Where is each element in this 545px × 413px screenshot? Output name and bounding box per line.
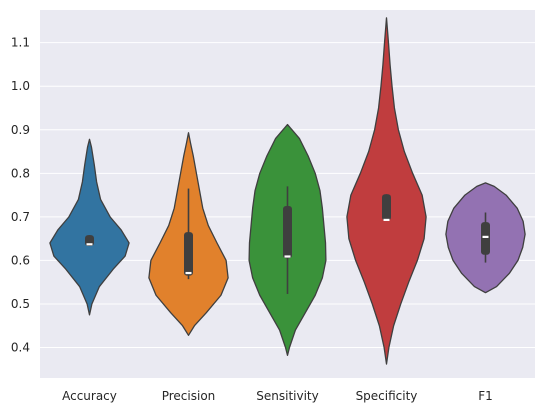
y-tick-label: 0.5	[11, 297, 30, 311]
x-tick-label: Sensitivity	[256, 389, 318, 403]
violin-body	[346, 17, 427, 365]
y-tick-label: 0.6	[11, 253, 30, 267]
y-tick-label: 1.0	[11, 79, 30, 93]
violin-body	[49, 138, 130, 316]
y-tick-label: 0.7	[11, 210, 30, 224]
violins	[49, 17, 526, 365]
y-tick-label: 0.8	[11, 166, 30, 180]
iqr-box	[184, 232, 193, 276]
iqr-box	[481, 222, 490, 255]
x-axis-ticks: Accuracy Precision Sensitivity Specificity F…	[62, 389, 493, 403]
iqr-box	[382, 194, 391, 221]
x-tick-label: Accuracy	[62, 389, 117, 403]
x-tick-label: Specificity	[356, 389, 418, 403]
y-axis-ticks: 0.4 0.5 0.6 0.7 0.8 0.9 1.0 1.1	[11, 36, 30, 355]
x-tick-label: Precision	[162, 389, 216, 403]
y-tick-label: 0.4	[11, 341, 30, 355]
iqr-box	[283, 205, 292, 259]
y-tick-label: 1.1	[11, 36, 30, 50]
y-tick-label: 0.9	[11, 123, 30, 137]
x-tick-label: F1	[478, 389, 493, 403]
